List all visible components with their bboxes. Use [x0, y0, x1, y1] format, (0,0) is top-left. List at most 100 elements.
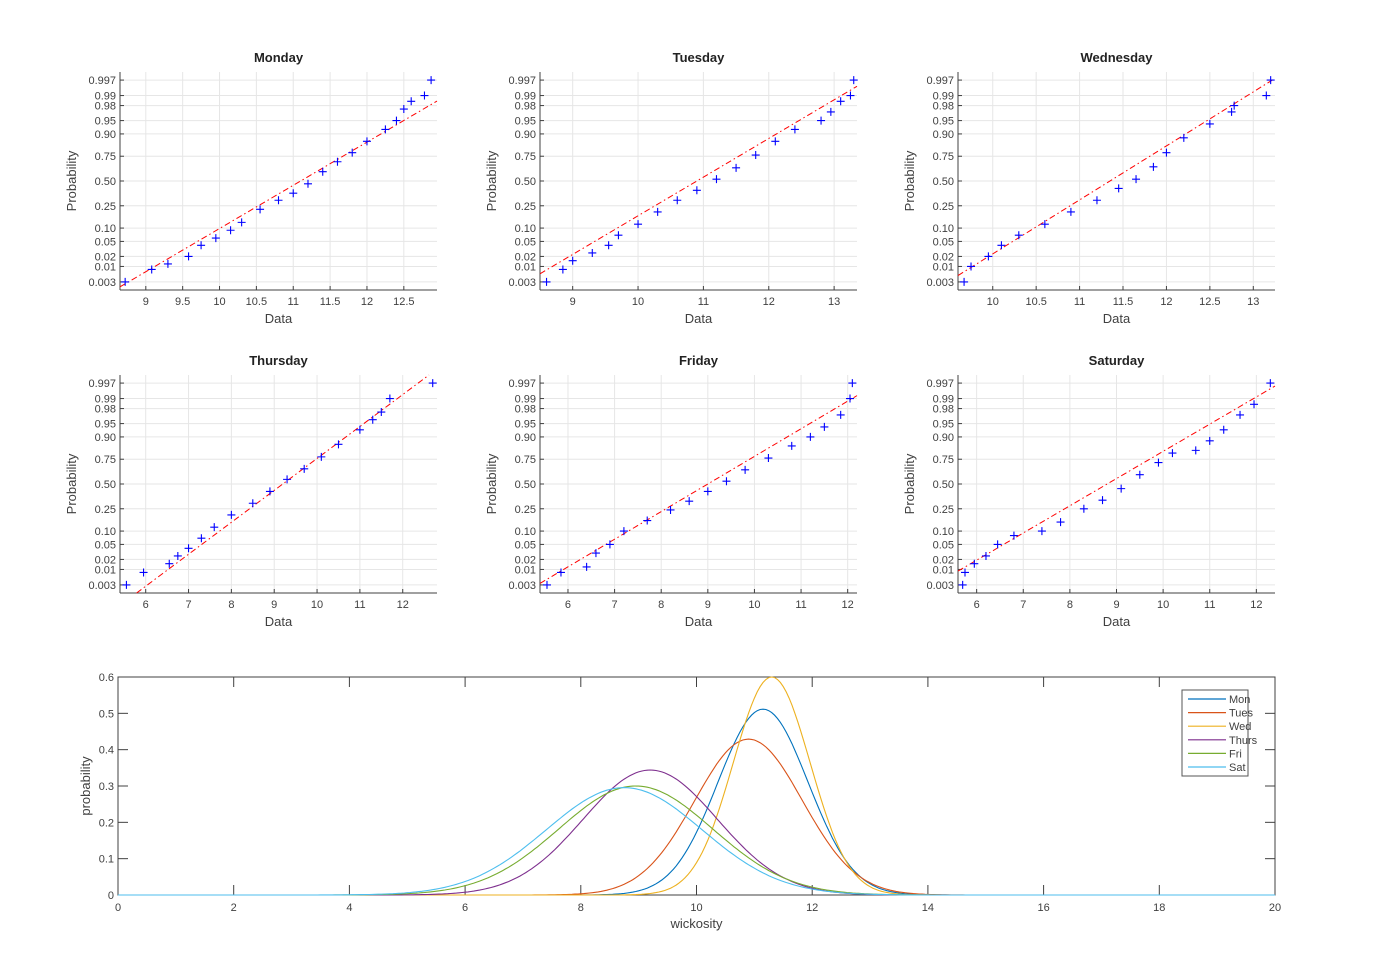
data-point	[355, 425, 364, 434]
data-point	[1009, 531, 1018, 540]
x-tick-label: 11.5	[1113, 296, 1134, 308]
y-tick-label: 0.50	[95, 176, 116, 188]
data-point	[614, 231, 623, 240]
y-tick-label: 0.02	[95, 554, 116, 566]
x-tick-label: 11	[288, 296, 299, 308]
data-point	[787, 441, 796, 450]
x-tick-label: 7	[1020, 599, 1026, 611]
grid	[540, 375, 857, 593]
probability-plot-wednesday: 10 10.5 11 11.5 12 12.5 13 0.003 0.010.02 0.050.1…	[902, 50, 1276, 326]
y-tick-label: 0.05	[933, 539, 954, 551]
data-point	[392, 116, 401, 125]
y-tick-label: 0.05	[515, 236, 536, 248]
data-point	[634, 220, 643, 229]
y-tick-label: 0.6	[99, 672, 114, 684]
y-tick-label: 0.997	[926, 75, 954, 87]
y-tick-label: 0.98	[95, 404, 116, 416]
reference-line	[539, 85, 858, 275]
y-tick-label: 0.95	[515, 116, 536, 128]
data-point	[184, 544, 193, 553]
data-point	[121, 277, 130, 286]
y-tick-label: 0.10	[95, 223, 116, 235]
y-tick-label: 0.25	[95, 201, 116, 213]
grid	[540, 72, 857, 290]
x-axis-label: Data	[685, 311, 713, 326]
y-tick-label: 0.95	[95, 116, 116, 128]
y-tick-label: 0.02	[933, 554, 954, 566]
data-point	[712, 175, 721, 184]
x-tick-label: 11.5	[320, 296, 341, 308]
x-tick-label: 13	[1247, 296, 1259, 308]
x-tick-label: 6	[462, 902, 468, 914]
x-tick-label: 10	[311, 599, 323, 611]
y-tick-label: 0.90	[515, 432, 536, 444]
data-point	[420, 91, 429, 100]
x-tick-label: 10.5	[246, 296, 267, 308]
y-tick-label: 0.90	[515, 129, 536, 141]
x-axis-label: Data	[265, 614, 293, 629]
data-point	[237, 218, 246, 227]
data-point	[428, 379, 437, 388]
legend-label: Wed	[1229, 721, 1251, 733]
x-tick-label: 8	[658, 599, 664, 611]
x-tick-label: 10.5	[1025, 296, 1046, 308]
data-point	[1014, 231, 1023, 240]
x-tick-label: 10	[748, 599, 760, 611]
plot-title: Wednesday	[1080, 50, 1153, 65]
y-tick-label: 0.10	[515, 223, 536, 235]
y-tick-label: 0.01	[515, 261, 536, 273]
series-line-sat	[118, 787, 1275, 896]
data-point	[381, 125, 390, 134]
grid	[120, 72, 437, 290]
data-point	[673, 196, 682, 205]
data-point	[427, 76, 436, 85]
data-point	[165, 559, 174, 568]
y-tick-label: 0.003	[508, 580, 536, 592]
data-point	[1205, 119, 1214, 128]
y-tick-label: 0.01	[933, 564, 954, 576]
x-tick-label: 12	[361, 296, 373, 308]
x-axis-label: Data	[1103, 614, 1131, 629]
data-point	[227, 510, 236, 519]
data-point	[248, 499, 257, 508]
y-tick-label: 0.98	[933, 404, 954, 416]
data-point	[1236, 410, 1245, 419]
y-tick-label: 0	[108, 890, 114, 902]
probability-plot-thursday: 6 7 8 9 10 11 12 0.003 0.010.02 0.050.10 0.25 0.50 0…	[64, 353, 437, 629]
data-point	[588, 248, 597, 257]
data-point	[846, 394, 855, 403]
data-point	[184, 252, 193, 261]
legend-label: Tues	[1229, 708, 1254, 720]
y-tick-label: 0.003	[88, 580, 116, 592]
plot-title: Monday	[254, 50, 304, 65]
data-point	[993, 540, 1002, 549]
data-point	[1056, 518, 1065, 527]
data-point	[318, 167, 327, 176]
data-point	[836, 410, 845, 419]
data-point	[826, 107, 835, 116]
data-point	[751, 151, 760, 160]
y-tick-label: 0.99	[515, 394, 536, 406]
x-tick-label: 8	[228, 599, 234, 611]
data-point	[197, 241, 206, 250]
y-tick-label: 0.10	[933, 223, 954, 235]
data-point	[685, 497, 694, 506]
data-point	[300, 464, 309, 473]
data-point	[1040, 220, 1049, 229]
data-point	[407, 97, 416, 106]
x-tick-label: 6	[565, 599, 571, 611]
legend-label: Fri	[1229, 748, 1242, 760]
series-line-mon	[118, 708, 1275, 896]
x-tick-label: 8	[578, 902, 584, 914]
y-axis-label: Probability	[902, 150, 917, 211]
data-point	[173, 551, 182, 560]
data-point	[817, 116, 826, 125]
probability-plot-tuesday: 9 10 11 12 13 0.003 0.010.02 0.050.10 0.25 0.50 0.…	[484, 50, 858, 326]
x-tick-label: 10	[213, 296, 225, 308]
y-tick-label: 0.50	[95, 479, 116, 491]
data-point	[764, 454, 773, 463]
data-point	[139, 568, 148, 577]
y-tick-label: 0.2	[99, 817, 114, 829]
data-point	[970, 559, 979, 568]
reference-line	[539, 395, 858, 584]
